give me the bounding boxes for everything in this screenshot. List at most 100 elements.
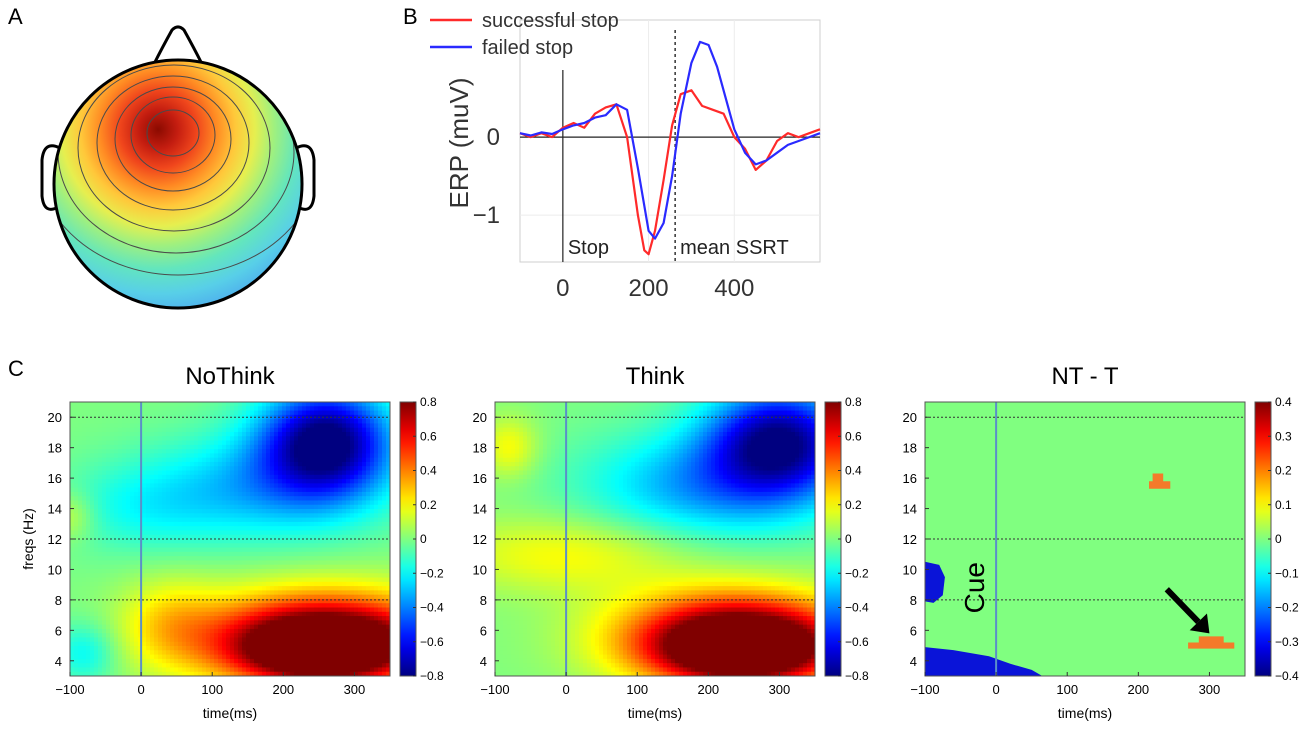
heatmap-cell (226, 423, 231, 429)
heatmap-cell (370, 598, 375, 604)
heatmap-cell (206, 406, 211, 412)
heatmap-cell (238, 491, 243, 497)
heatmap-cell (258, 590, 263, 596)
heatmap-cell (298, 517, 303, 523)
heatmap-cell (142, 436, 147, 442)
heatmap-cell (182, 650, 187, 656)
heatmap-cell (234, 504, 239, 510)
heatmap-cell (298, 573, 303, 579)
heatmap-cell (370, 402, 375, 407)
heatmap-cell (362, 551, 367, 557)
heatmap-cell (202, 551, 207, 557)
heatmap-cell (162, 560, 167, 566)
heatmap-cell (110, 594, 115, 600)
heatmap-cell (298, 620, 303, 626)
heatmap-cell (78, 603, 83, 609)
heatmap-cell (102, 457, 107, 463)
heatmap-cell (378, 436, 383, 442)
heatmap-cell (274, 628, 279, 634)
heatmap-cell (334, 436, 339, 442)
heatmap-cell (94, 594, 99, 600)
heatmap-cell (258, 444, 263, 450)
heatmap-cell (262, 663, 267, 669)
heatmap-cell (306, 483, 311, 489)
heatmap-cell (374, 474, 379, 480)
heatmap-cell (286, 560, 291, 566)
heatmap-cell (258, 551, 263, 557)
heatmap-cell (154, 620, 159, 626)
heatmap-cell (82, 423, 87, 429)
heatmap-cell (362, 487, 367, 493)
heatmap-cell (278, 551, 283, 557)
heatmap-cell (342, 436, 347, 442)
heatmap-cell (374, 603, 379, 609)
heatmap-cell (306, 560, 311, 566)
heatmap-cell (130, 534, 135, 540)
heatmap-cell (294, 466, 299, 472)
heatmap-cell (122, 628, 127, 634)
heatmap-cell (154, 457, 159, 463)
heatmap-cell (70, 551, 75, 557)
heatmap-cell (166, 560, 171, 566)
heatmap-cell (162, 444, 167, 450)
heatmap-cell (330, 509, 335, 514)
heatmap-cell (170, 586, 175, 591)
heatmap-cell (306, 402, 311, 407)
heatmap-cell (110, 658, 115, 664)
heatmap-cell (194, 491, 199, 497)
heatmap-cell (274, 564, 279, 570)
heatmap-cell (190, 419, 195, 425)
heatmap-cell (98, 431, 103, 437)
heatmap-cell (142, 440, 147, 446)
heatmap-cell (322, 457, 327, 463)
heatmap-cell (338, 598, 343, 604)
heatmap-cell (358, 517, 363, 523)
heatmap-cell (150, 487, 155, 493)
heatmap-cell (262, 547, 267, 553)
heatmap-cell (158, 461, 163, 467)
heatmap-cell (214, 611, 219, 617)
heatmap-cell (162, 487, 167, 493)
heatmap-cell (162, 671, 167, 676)
heatmap-cell (290, 449, 295, 454)
heatmap-cell (354, 671, 359, 676)
heatmap-cell (354, 457, 359, 463)
heatmap-cell (210, 517, 215, 523)
heatmap-cell (106, 607, 111, 613)
heatmap-cell (346, 667, 351, 673)
heatmap-cell (98, 568, 103, 574)
heatmap-cell (226, 466, 231, 472)
heatmap-cell (250, 402, 255, 407)
heatmap-cell (78, 628, 83, 634)
heatmap-cell (238, 551, 243, 557)
heatmap-cell (110, 654, 115, 660)
heatmap-cell (246, 402, 251, 407)
heatmap-cell (134, 427, 139, 433)
heatmap-cell (358, 474, 363, 480)
heatmap-cell (126, 637, 131, 643)
heatmap-cell (262, 496, 267, 502)
heatmap-cell (286, 521, 291, 527)
heatmap-cell (298, 663, 303, 669)
heatmap-cell (78, 521, 83, 527)
heatmap-cell (198, 423, 203, 429)
heatmap-cell (362, 457, 367, 463)
heatmap-cell (234, 598, 239, 604)
heatmap-cell (278, 509, 283, 514)
heatmap-cell (166, 466, 171, 472)
heatmap-cell (242, 440, 247, 446)
heatmap-cell (166, 650, 171, 656)
heatmap-cell (242, 611, 247, 617)
heatmap-cell (78, 539, 83, 544)
heatmap-cell (286, 633, 291, 639)
heatmap-cell (174, 504, 179, 510)
heatmap-cell (170, 410, 175, 416)
heatmap-cell (258, 504, 263, 510)
heatmap-cell (194, 641, 199, 647)
heatmap-cell (106, 594, 111, 600)
heatmap-cell (214, 641, 219, 647)
heatmap-cell (282, 603, 287, 609)
heatmap-cell (214, 513, 219, 519)
heatmap-cell (202, 474, 207, 480)
